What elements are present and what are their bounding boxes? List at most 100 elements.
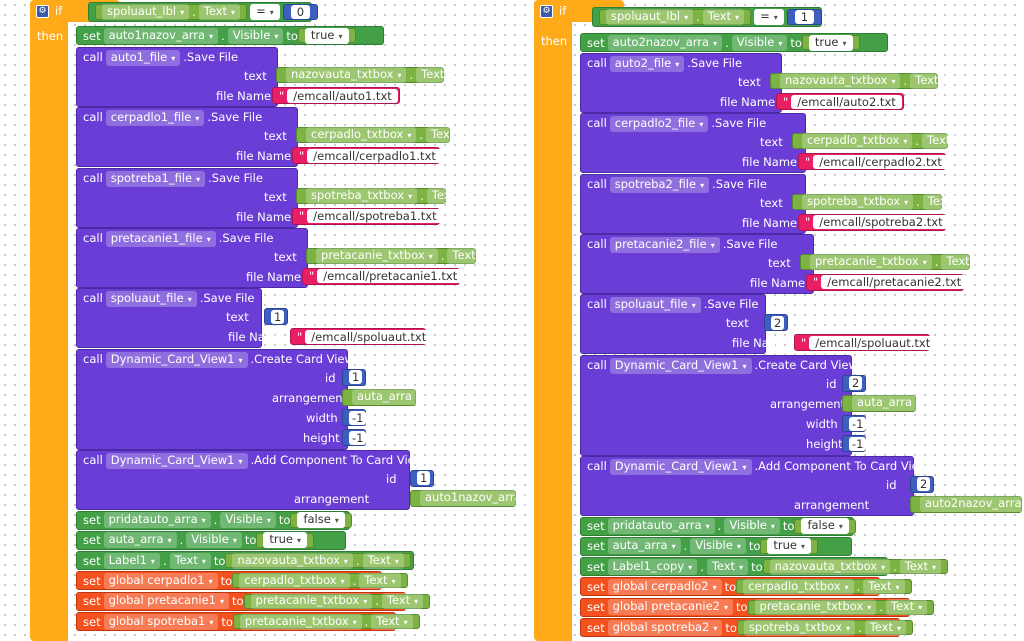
text-number-block[interactable]: 2	[764, 314, 788, 332]
filename-value[interactable]: /emcall/pretacanie1.txt	[317, 269, 464, 284]
component-dropdown[interactable]: nazovauta_txtbox ▾	[780, 73, 901, 89]
component-dropdown[interactable]: Dynamic_Card_View1 ▾	[105, 351, 248, 368]
component-dropdown[interactable]: Dynamic_Card_View1 ▾	[105, 452, 248, 469]
filename-string-block[interactable]: "/emcall/auto2.txt "	[776, 93, 910, 110]
component-dropdown[interactable]: auta_arra ▾	[852, 395, 926, 412]
component-block[interactable]: auto2nazov_arra▾	[910, 495, 1024, 513]
component-dropdown[interactable]: auto1nazov_arra ▾	[420, 490, 535, 506]
mutator-gear-icon[interactable]: ⚙	[540, 4, 553, 18]
component-dropdown[interactable]: spotreba2_file ▾	[609, 176, 710, 193]
property-dropdown[interactable]: Text ▾	[922, 193, 965, 210]
left-save-file-block[interactable]: call auto1_file ▾ .Save File	[76, 47, 278, 107]
component-dropdown[interactable]: auta_arra ▾	[352, 389, 426, 406]
global-variable-dropdown[interactable]: global spotreba2 ▾	[607, 619, 723, 636]
filename-value[interactable]: /emcall/spoluaut.txt	[809, 335, 937, 350]
left-set-property-block[interactable]: set auta_arra ▾. Visible ▾ to true ▾	[76, 530, 346, 550]
filename-string-block[interactable]: "/emcall/spotreba1.txt "	[292, 207, 451, 225]
text-number-block[interactable]: 1	[264, 308, 288, 326]
component-dropdown[interactable]: cerpadlo_txtbox ▾	[239, 572, 350, 589]
component-getter[interactable]: pretacanie_txtbox ▾. Text ▾	[243, 593, 431, 610]
number-block[interactable]: -1	[342, 409, 367, 427]
filename-string-block[interactable]: "/emcall/pretacanie2.txt "	[806, 273, 976, 291]
right-set-global-block[interactable]: set global spotreba2 ▾ to spotreba_txtbox ▾. T…	[580, 618, 913, 637]
component-block[interactable]: auta_arra ▾	[342, 388, 426, 406]
left-save-file-block[interactable]: call pretacanie1_file ▾ .Save File	[76, 227, 308, 288]
right-save-file-block[interactable]: call pretacanie2_file ▾ .Save File	[580, 233, 814, 294]
operator-dropdown[interactable]: = ▾	[754, 9, 784, 25]
component-dropdown[interactable]: spoluaut_file ▾	[609, 297, 701, 314]
boolean-dropdown[interactable]: true ▾	[304, 27, 349, 44]
property-dropdown[interactable]: Text ▾	[706, 558, 749, 575]
condition-component-getter[interactable]: spoluaut_lbl ▾. Text ▾	[95, 4, 248, 20]
right-set-visible-block[interactable]: set auto2nazov_arra ▾. Visible ▾ to true ▾	[580, 33, 888, 52]
filename-string-block[interactable]: "/emcall/spotreba2.txt "	[798, 213, 957, 231]
property-dropdown[interactable]: Text ▾	[426, 127, 468, 144]
condition-number-block[interactable]: 1	[786, 9, 823, 25]
property-dropdown[interactable]: Text ▾	[864, 619, 906, 636]
left-spoluaut-save-block[interactable]: call spoluaut_file ▾ .Save File	[76, 288, 262, 349]
right-save-file-block[interactable]: call spotreba2_file ▾ .Save File	[580, 173, 806, 234]
left-create-card-block[interactable]: call Dynamic_Card_View1 ▾ .Create Card View	[76, 348, 354, 450]
property-dropdown[interactable]: Visible ▾	[220, 512, 276, 528]
component-dropdown[interactable]: auta_arra ▾	[103, 532, 177, 549]
component-dropdown[interactable]: spotreba_txtbox ▾	[743, 619, 856, 636]
left-save-file-block[interactable]: call spotreba1_file ▾ .Save File	[76, 167, 298, 228]
left-set-global-block[interactable]: set global cerpadlo1 ▾ to cerpadlo_txtbox ▾. T…	[76, 571, 408, 591]
number-value[interactable]: 2	[917, 477, 931, 491]
text-component-getter[interactable]: pretacanie_txtbox ▾. Text ▾	[306, 247, 489, 264]
right-set-global-block[interactable]: set global cerpadlo2 ▾ to cerpadlo_txtbox ▾. T…	[580, 577, 912, 597]
right-compare-block[interactable]: spoluaut_lbl ▾. Text ▾ = ▾ 1	[592, 7, 823, 27]
component-dropdown[interactable]: Dynamic_Card_View1 ▾	[609, 357, 752, 374]
number-value[interactable]: 1	[349, 370, 363, 384]
left-set-global-block[interactable]: set global spotreba1 ▾ to pretacanie_txtbox ▾…	[76, 612, 420, 631]
left-set-visible-block[interactable]: set auto1nazov_arra ▾. Visible ▾ to true ▾	[76, 26, 384, 45]
component-getter[interactable]: pretacanie_txtbox ▾. Text ▾	[232, 613, 420, 630]
boolean-dropdown[interactable]: true ▾	[263, 532, 308, 549]
number-block[interactable]: 2	[842, 374, 866, 392]
component-dropdown[interactable]: cerpadlo1_file ▾	[105, 110, 205, 127]
property-dropdown[interactable]: Visible ▾	[186, 532, 242, 549]
boolean-dropdown[interactable]: false ▾	[297, 512, 345, 528]
component-dropdown[interactable]: auto1nazov_arra ▾	[103, 27, 219, 44]
right-add-component-block[interactable]: call Dynamic_Card_View1 ▾ .Add Component To…	[580, 455, 928, 516]
component-dropdown[interactable]: pretacanie_txtbox ▾	[810, 253, 932, 270]
property-dropdown[interactable]: Text ▾	[381, 593, 424, 610]
boolean-block[interactable]: true ▾	[256, 532, 315, 549]
component-dropdown[interactable]: cerpadlo_txtbox ▾	[802, 133, 913, 150]
component-dropdown[interactable]: auto1_file ▾	[105, 50, 181, 66]
left-set-global-block[interactable]: set global pretacanie1 ▾ to pretacanie_txtbo…	[76, 591, 431, 611]
left-compare-block[interactable]: spoluaut_lbl ▾. Text ▾ = ▾ 0	[88, 2, 319, 22]
filename-string-block[interactable]: "/emcall/pretacanie1.txt "	[302, 267, 472, 285]
component-dropdown[interactable]: Label1_copy ▾	[607, 558, 698, 575]
number-block[interactable]: 1	[342, 368, 366, 386]
condition-number-value[interactable]: 1	[794, 10, 815, 24]
number-value[interactable]: -1	[349, 410, 367, 425]
boolean-dropdown[interactable]: false ▾	[801, 518, 849, 534]
boolean-dropdown[interactable]: true ▾	[767, 538, 812, 555]
filename-string-block[interactable]: "/emcall/spoluaut.txt "	[794, 334, 945, 352]
component-dropdown[interactable]: nazovauta_txtbox ▾	[232, 552, 353, 569]
number-value[interactable]: 2	[849, 376, 863, 390]
component-dropdown[interactable]: auta_arra ▾	[607, 538, 681, 555]
component-getter[interactable]: pretacanie_txtbox ▾. Text ▾	[747, 599, 935, 616]
boolean-block[interactable]: false ▾	[794, 518, 856, 534]
number-block[interactable]: -1	[842, 415, 867, 433]
property-dropdown[interactable]: Text ▾	[885, 599, 928, 616]
right-save-file-block[interactable]: call cerpadlo2_file ▾ .Save File	[580, 113, 806, 174]
left-set-property-block[interactable]: set pridatauto_arra ▾. Visible ▾ to false ▾	[76, 510, 352, 530]
property-dropdown[interactable]: Visible ▾	[724, 518, 780, 534]
boolean-block[interactable]: false ▾	[290, 512, 352, 528]
boolean-block[interactable]: true ▾	[297, 27, 356, 44]
component-dropdown[interactable]: Label1 ▾	[103, 552, 160, 569]
property-dropdown[interactable]: Visible ▾	[227, 27, 284, 44]
left-if-block-body[interactable]	[30, 0, 68, 641]
global-variable-dropdown[interactable]: global pretacanie1 ▾	[103, 593, 229, 610]
property-dropdown[interactable]: Text ▾	[922, 133, 964, 150]
right-set-property-block[interactable]: set pridatauto_arra ▾. Visible ▾ to false ▾	[580, 516, 856, 536]
component-dropdown[interactable]: cerpadlo_txtbox ▾	[306, 127, 417, 144]
filename-value[interactable]: /emcall/spotreba1.txt	[307, 209, 443, 224]
filename-value[interactable]: /emcall/auto2.txt	[791, 94, 902, 109]
component-block[interactable]: auto1nazov_arra ▾	[410, 489, 535, 507]
right-if-block-body[interactable]	[534, 0, 572, 641]
property-dropdown[interactable]: Visible ▾	[690, 538, 746, 555]
